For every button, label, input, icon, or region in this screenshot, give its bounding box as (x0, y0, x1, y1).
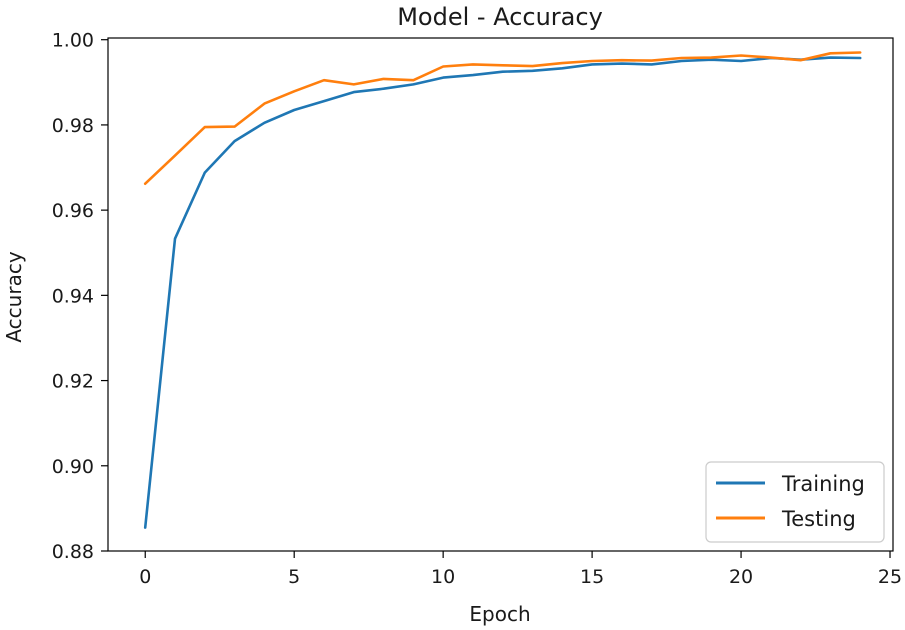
y-tick-label: 0.98 (52, 115, 94, 137)
series-line-testing (143, 51, 862, 185)
x-axis-ticks: 0 5 10 15 20 25 (139, 551, 902, 588)
x-tick-label: 25 (878, 566, 902, 588)
y-axis-label: Accuracy (2, 251, 26, 342)
y-tick-label: 0.96 (52, 200, 94, 222)
y-tick-label: 1.00 (52, 30, 94, 52)
y-tick-label: 0.92 (52, 371, 94, 393)
series-line-training (143, 56, 862, 529)
legend-label-training: Training (781, 472, 865, 496)
x-tick-label: 20 (729, 566, 753, 588)
y-tick-label: 0.94 (52, 285, 94, 307)
x-axis-label: Epoch (469, 602, 530, 626)
chart-title: Model - Accuracy (397, 3, 603, 31)
series-layer (143, 51, 862, 529)
x-tick-label: 10 (431, 566, 455, 588)
plot-frame (107, 37, 894, 552)
legend-label-testing: Testing (781, 507, 856, 531)
y-axis-ticks: 0.88 0.90 0.92 0.94 0.96 0.98 1.00 (52, 30, 108, 563)
legend: Training Testing (705, 461, 885, 543)
x-tick-label: 5 (288, 566, 300, 588)
y-tick-label: 0.90 (52, 456, 94, 478)
y-tick-label: 0.88 (52, 541, 94, 563)
x-tick-label: 0 (139, 566, 151, 588)
x-tick-label: 15 (580, 566, 604, 588)
